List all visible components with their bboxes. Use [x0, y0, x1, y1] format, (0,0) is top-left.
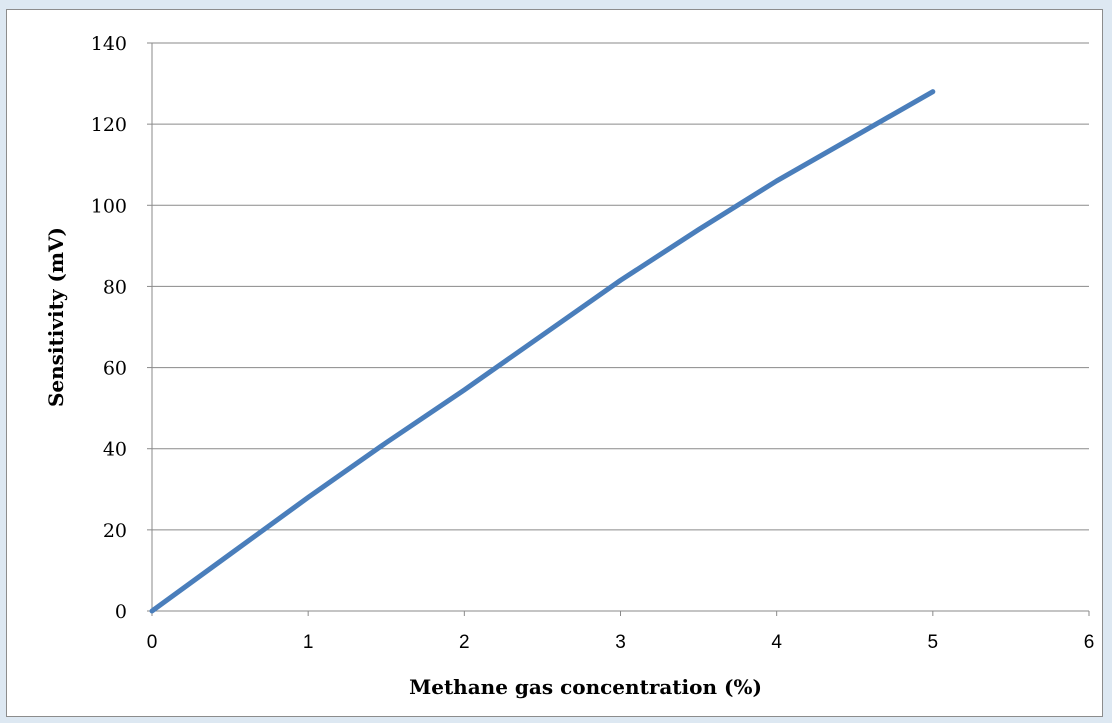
y-axis-title: Sensitivity (mV) — [44, 227, 68, 407]
y-tick-label: 40 — [103, 439, 127, 461]
y-tick-label: 60 — [103, 358, 127, 380]
x-tick-label: 3 — [615, 632, 626, 653]
x-tick-label: 1 — [303, 632, 314, 653]
series-line-0 — [149, 89, 936, 614]
x-tick-labels: 0 1 2 3 4 5 6 — [147, 632, 1095, 653]
y-tick-label: 0 — [115, 601, 127, 623]
x-tick-label: 5 — [928, 632, 939, 653]
y-tick-label: 140 — [91, 33, 127, 55]
y-tick-label: 20 — [103, 520, 127, 542]
x-tick-label: 6 — [1084, 632, 1095, 653]
x-axis-title: Methane gas concentration (%) — [409, 675, 762, 699]
y-tick-label: 100 — [91, 195, 127, 217]
grid-layer — [147, 42, 1090, 616]
x-tick-label: 4 — [771, 632, 782, 653]
y-tick-labels: 0 20 40 60 80 100 120 140 — [91, 33, 127, 623]
chart-frame — [6, 9, 1103, 717]
series-layer — [149, 89, 936, 614]
x-tick-label: 0 — [147, 632, 158, 653]
y-tick-label: 80 — [103, 276, 127, 298]
x-tick-label: 2 — [459, 632, 470, 653]
y-tick-label: 120 — [91, 114, 127, 136]
